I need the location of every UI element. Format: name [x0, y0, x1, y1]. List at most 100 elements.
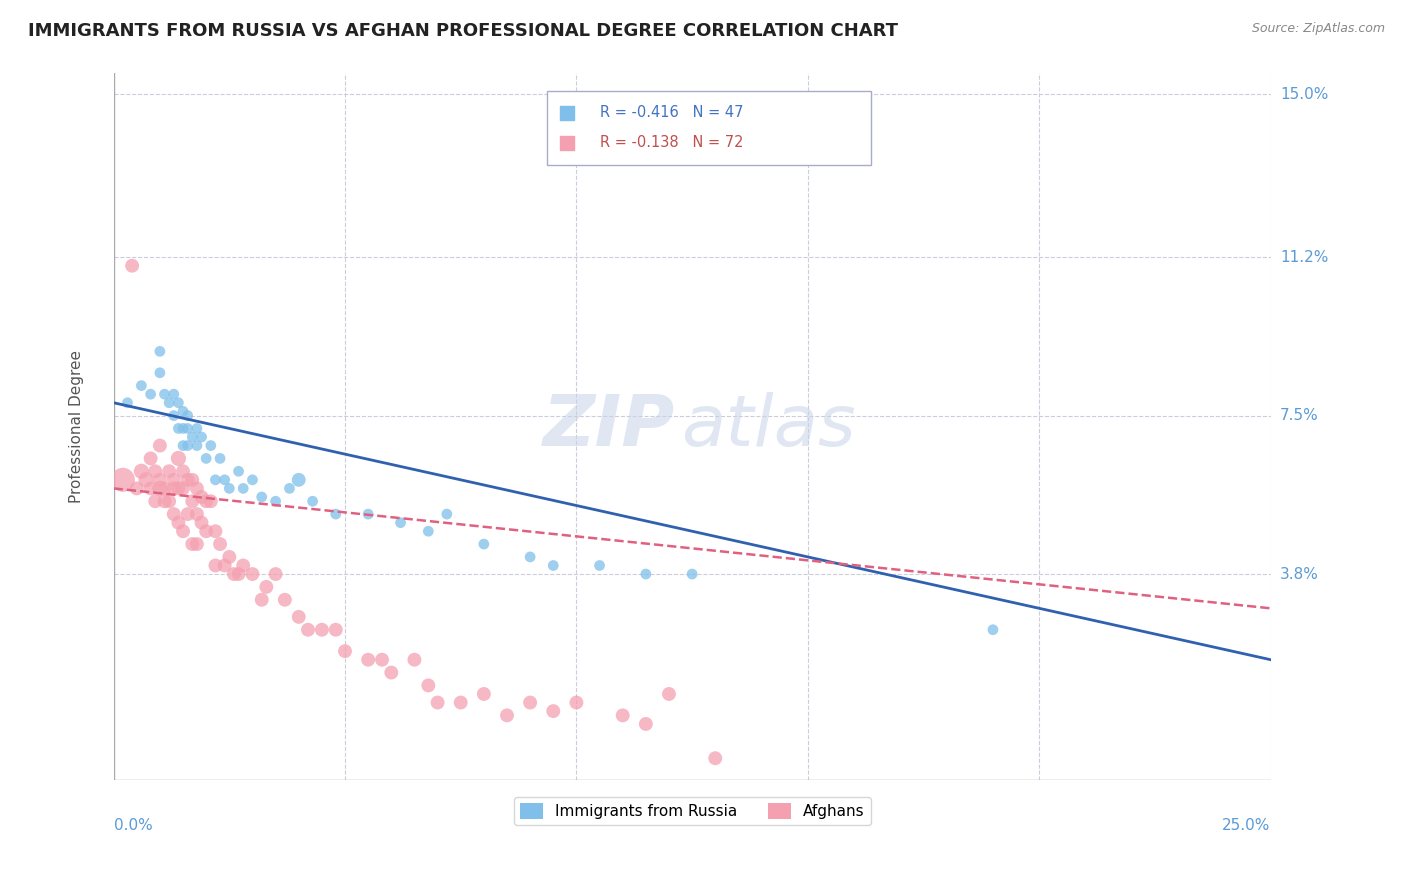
- Point: [214, 473, 236, 487]
- Point: [172, 439, 194, 453]
- Point: [149, 344, 172, 359]
- Point: [204, 473, 226, 487]
- Point: [472, 537, 495, 551]
- Point: [190, 516, 212, 530]
- Point: [195, 524, 218, 539]
- Point: [163, 507, 186, 521]
- Point: [357, 507, 380, 521]
- Text: 3.8%: 3.8%: [1279, 566, 1319, 582]
- Point: [139, 482, 162, 496]
- Point: [157, 396, 180, 410]
- Point: [325, 507, 347, 521]
- Point: [139, 451, 162, 466]
- Point: [418, 524, 440, 539]
- Text: 7.5%: 7.5%: [1279, 409, 1319, 423]
- Legend: Immigrants from Russia, Afghans: Immigrants from Russia, Afghans: [513, 797, 870, 825]
- Point: [209, 537, 232, 551]
- Point: [278, 482, 301, 496]
- Point: [186, 482, 208, 496]
- Point: [121, 259, 143, 273]
- Point: [143, 464, 166, 478]
- Point: [167, 396, 190, 410]
- Point: [157, 494, 180, 508]
- Point: [297, 623, 319, 637]
- Point: [135, 473, 157, 487]
- Text: Source: ZipAtlas.com: Source: ZipAtlas.com: [1251, 22, 1385, 36]
- Point: [404, 653, 426, 667]
- Point: [186, 537, 208, 551]
- Point: [143, 494, 166, 508]
- Text: 0.0%: 0.0%: [114, 819, 152, 833]
- Point: [612, 708, 634, 723]
- Point: [389, 516, 412, 530]
- Text: Professional Degree: Professional Degree: [69, 350, 84, 503]
- Point: [157, 464, 180, 478]
- Point: [204, 524, 226, 539]
- Point: [634, 567, 657, 582]
- Point: [380, 665, 402, 680]
- Point: [153, 494, 176, 508]
- Point: [472, 687, 495, 701]
- Point: [172, 404, 194, 418]
- Point: [172, 421, 194, 435]
- FancyBboxPatch shape: [547, 91, 872, 165]
- Point: [704, 751, 727, 765]
- Point: [200, 439, 222, 453]
- Point: [588, 558, 610, 573]
- Point: [519, 696, 541, 710]
- Point: [186, 439, 208, 453]
- Point: [172, 524, 194, 539]
- Text: R = -0.416   N = 47: R = -0.416 N = 47: [599, 105, 742, 120]
- Point: [163, 482, 186, 496]
- Point: [450, 696, 472, 710]
- Point: [167, 421, 190, 435]
- Point: [186, 507, 208, 521]
- Point: [301, 494, 323, 508]
- Point: [250, 592, 273, 607]
- Point: [181, 537, 204, 551]
- Point: [153, 482, 176, 496]
- Point: [287, 473, 309, 487]
- Point: [981, 623, 1004, 637]
- Point: [125, 482, 148, 496]
- Point: [172, 482, 194, 496]
- Point: [181, 473, 204, 487]
- Point: [176, 473, 198, 487]
- Point: [111, 473, 134, 487]
- Point: [264, 494, 287, 508]
- Point: [371, 653, 394, 667]
- Point: [131, 378, 153, 392]
- Point: [176, 409, 198, 423]
- Point: [658, 687, 681, 701]
- Point: [195, 494, 218, 508]
- Point: [181, 430, 204, 444]
- Point: [153, 387, 176, 401]
- Point: [333, 644, 356, 658]
- Point: [228, 567, 250, 582]
- Point: [250, 490, 273, 504]
- Point: [181, 494, 204, 508]
- Point: [117, 396, 139, 410]
- Point: [543, 558, 565, 573]
- Point: [149, 439, 172, 453]
- Point: [634, 717, 657, 731]
- Point: [311, 623, 333, 637]
- Point: [218, 482, 240, 496]
- Text: ZIP: ZIP: [543, 392, 675, 461]
- Point: [681, 567, 703, 582]
- Point: [149, 482, 172, 496]
- Text: R = -0.138   N = 72: R = -0.138 N = 72: [599, 135, 742, 150]
- Point: [195, 451, 218, 466]
- Point: [325, 623, 347, 637]
- Text: IMMIGRANTS FROM RUSSIA VS AFGHAN PROFESSIONAL DEGREE CORRELATION CHART: IMMIGRANTS FROM RUSSIA VS AFGHAN PROFESS…: [28, 22, 898, 40]
- Point: [149, 473, 172, 487]
- Point: [519, 549, 541, 564]
- Point: [218, 549, 240, 564]
- Point: [242, 567, 264, 582]
- Point: [209, 451, 232, 466]
- Text: 25.0%: 25.0%: [1222, 819, 1271, 833]
- Text: atlas: atlas: [681, 392, 855, 461]
- Point: [436, 507, 458, 521]
- Point: [264, 567, 287, 582]
- Point: [167, 451, 190, 466]
